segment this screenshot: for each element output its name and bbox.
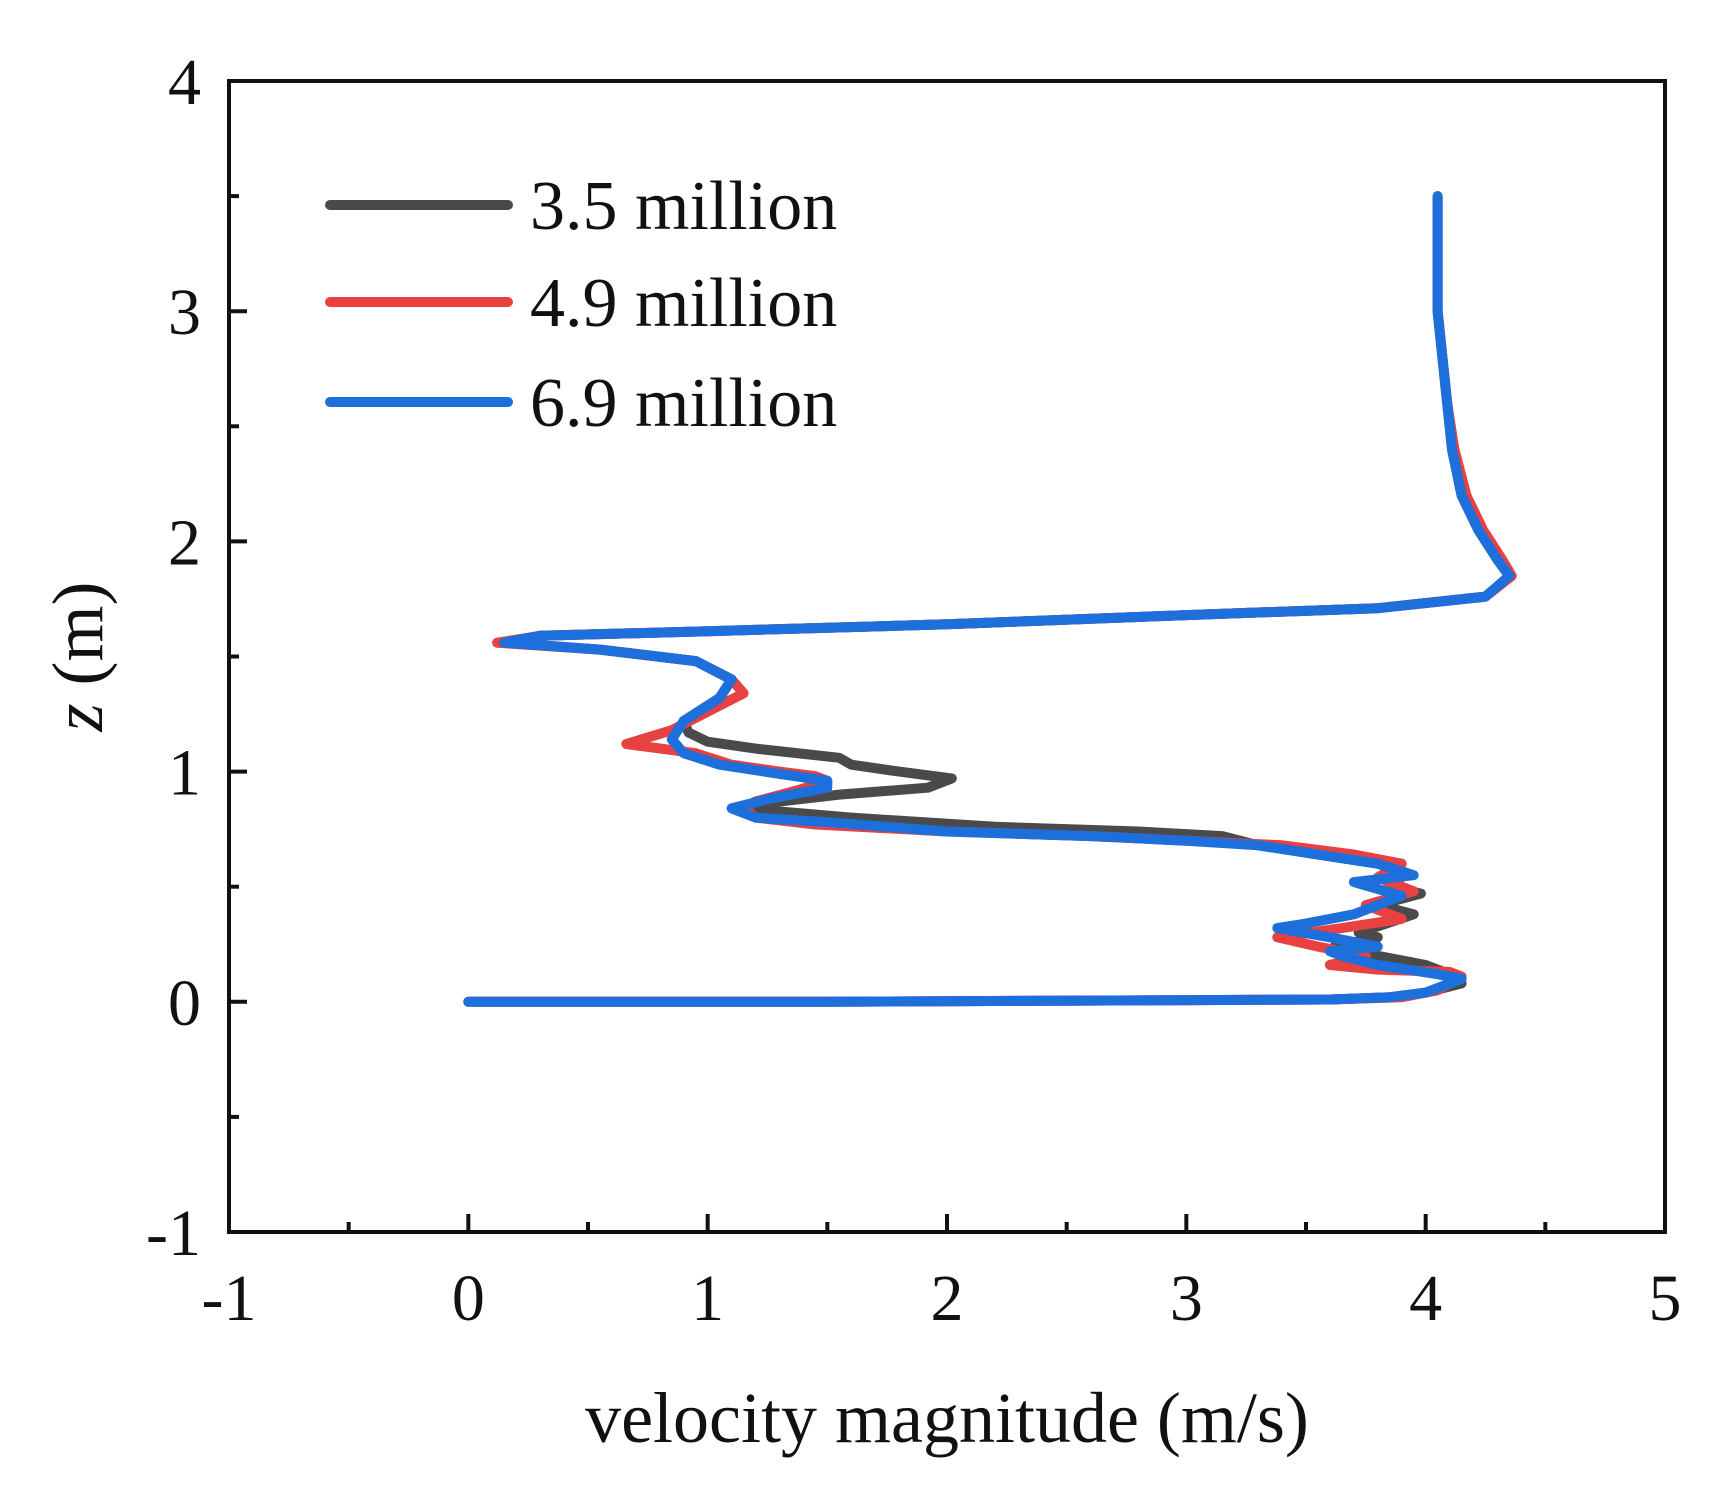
x-tick-label: 5 bbox=[1649, 1262, 1682, 1335]
series-line-3 bbox=[463, 191, 1515, 1007]
y-axis-tick-labels: -1 0 1 2 3 4 bbox=[146, 46, 201, 1270]
legend-label-3: 6.9 million bbox=[530, 365, 837, 442]
x-axis-ticks bbox=[227, 1214, 1667, 1232]
x-tick-label: 1 bbox=[691, 1262, 724, 1335]
legend-label-2: 4.9 million bbox=[530, 265, 837, 342]
x-tick-label: 4 bbox=[1409, 1262, 1442, 1335]
x-tick-label: 2 bbox=[931, 1262, 964, 1335]
y-tick-label: 1 bbox=[168, 737, 201, 810]
x-axis-title: velocity magnitude (m/s) bbox=[585, 1378, 1309, 1458]
y-axis-title: z (m) bbox=[38, 582, 118, 733]
legend: 3.5 million 4.9 million 6.9 million bbox=[325, 168, 837, 442]
y-tick-label: 4 bbox=[168, 46, 201, 119]
y-tick-label: -1 bbox=[146, 1197, 201, 1270]
x-tick-label: 3 bbox=[1170, 1262, 1203, 1335]
y-axis-ticks bbox=[229, 79, 247, 1234]
y-axis-title-unit: (m) bbox=[38, 582, 118, 704]
x-tick-label: 0 bbox=[452, 1262, 485, 1335]
y-tick-label: 3 bbox=[168, 276, 201, 349]
y-tick-label: 0 bbox=[168, 967, 201, 1040]
y-tick-label: 2 bbox=[168, 506, 201, 579]
x-axis-tick-labels: -1 0 1 2 3 4 5 bbox=[202, 1262, 1682, 1335]
legend-label-1: 3.5 million bbox=[530, 168, 837, 245]
y-axis-title-variable: z bbox=[38, 703, 118, 732]
series-layer bbox=[463, 191, 1517, 1007]
x-tick-label: -1 bbox=[202, 1262, 257, 1335]
